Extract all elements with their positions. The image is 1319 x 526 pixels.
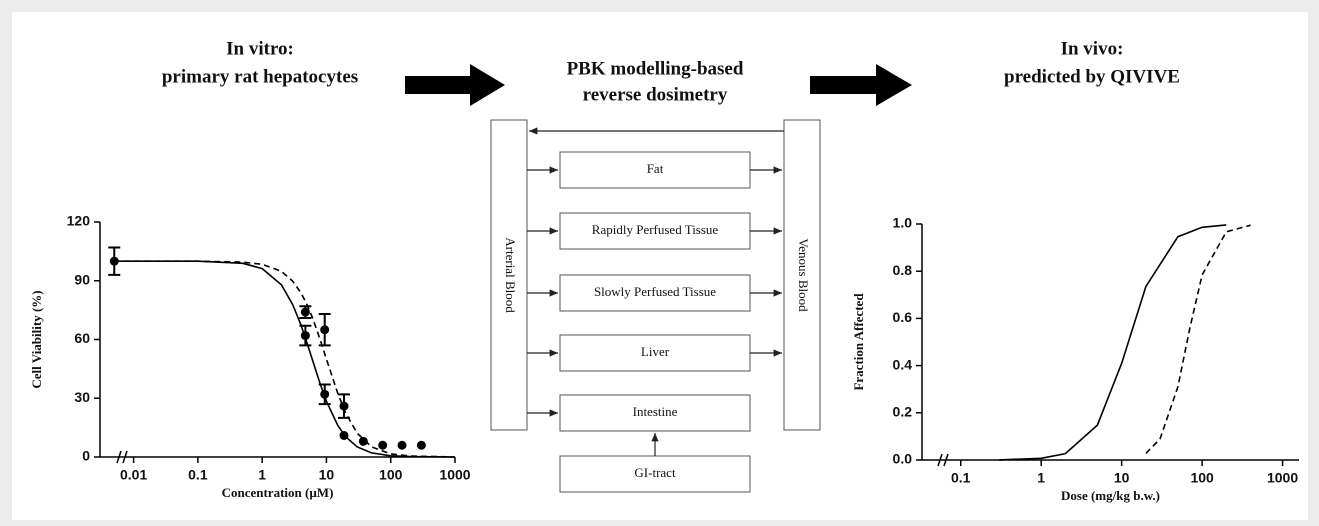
- curve: [999, 224, 1227, 461]
- organ-box: [559, 274, 751, 312]
- data-point: [339, 401, 349, 411]
- heading: PBK modelling-based: [567, 58, 744, 79]
- x-tick-label: 1: [1037, 470, 1045, 486]
- data-point: [358, 436, 368, 446]
- x-tick-label: 100: [1190, 470, 1214, 486]
- organ-box: [559, 394, 751, 432]
- y-axis-label: Fraction Affected: [851, 293, 866, 391]
- blood-label: Arterial Blood: [503, 237, 518, 313]
- x-tick-label: 10: [1114, 470, 1130, 486]
- y-tick-label: 120: [67, 213, 91, 229]
- x-tick-label: 1: [258, 467, 266, 483]
- organ-label: Fat: [647, 161, 664, 176]
- axis-break: [116, 450, 128, 464]
- x-tick-label: 1000: [439, 467, 470, 483]
- x-tick-label: 100: [379, 467, 403, 483]
- data-point: [320, 325, 330, 335]
- organ-label: Intestine: [633, 404, 678, 419]
- heading: predicted by QIVIVE: [1004, 66, 1180, 87]
- curve: [114, 260, 456, 458]
- data-point: [339, 430, 349, 440]
- x-axis-label: Dose (mg/kg b.w.): [1061, 488, 1160, 503]
- y-tick-label: 0.4: [893, 356, 913, 372]
- y-tick-label: 0.6: [893, 309, 913, 325]
- heading: primary rat hepatocytes: [162, 66, 358, 87]
- organ-box: [559, 151, 751, 189]
- axis-break: [937, 453, 949, 467]
- flow-arrow: [810, 64, 912, 106]
- organ-label: Rapidly Perfused Tissue: [592, 222, 719, 237]
- y-axis-label: Cell Viability (%): [29, 290, 44, 388]
- x-tick-label: 0.01: [120, 467, 147, 483]
- y-tick-label: 0.8: [893, 262, 913, 278]
- data-point: [320, 389, 330, 399]
- y-tick-label: 1.0: [893, 215, 913, 231]
- organ-box: [559, 455, 751, 493]
- curve: [114, 260, 456, 458]
- data-point: [109, 256, 119, 266]
- x-tick-label: 0.1: [188, 467, 208, 483]
- heading: In vivo:: [1061, 38, 1124, 59]
- data-point: [300, 307, 310, 317]
- y-tick-label: 0: [82, 448, 90, 464]
- blood-box: [783, 119, 821, 431]
- data-point: [300, 331, 310, 341]
- organ-label: GI-tract: [634, 465, 676, 480]
- organ-box: [559, 212, 751, 250]
- blood-label: Venous Blood: [796, 238, 811, 312]
- y-tick-label: 0.2: [893, 404, 913, 420]
- data-point: [378, 440, 388, 450]
- x-axis-label: Concentration (µM): [222, 485, 334, 500]
- y-tick-label: 90: [74, 271, 90, 287]
- organ-label: Slowly Perfused Tissue: [594, 284, 716, 299]
- organ-box: [559, 334, 751, 372]
- panel: [12, 12, 1308, 520]
- data-point: [416, 440, 426, 450]
- x-tick-label: 1000: [1267, 470, 1298, 486]
- data-point: [397, 440, 407, 450]
- curve: [1145, 224, 1251, 454]
- y-tick-label: 60: [74, 330, 90, 346]
- blood-box: [490, 119, 528, 431]
- pbk-diagram: Arterial Blood Venous Blood Fat Rapidly …: [490, 119, 821, 493]
- y-tick-label: 30: [74, 389, 90, 405]
- heading: reverse dosimetry: [583, 84, 728, 105]
- x-tick-label: 10: [319, 467, 335, 483]
- y-tick-label: 0.0: [893, 451, 913, 467]
- heading: In vitro:: [226, 38, 294, 59]
- x-tick-label: 0.1: [951, 470, 971, 486]
- flow-arrow: [405, 64, 505, 106]
- organ-label: Liver: [641, 344, 670, 359]
